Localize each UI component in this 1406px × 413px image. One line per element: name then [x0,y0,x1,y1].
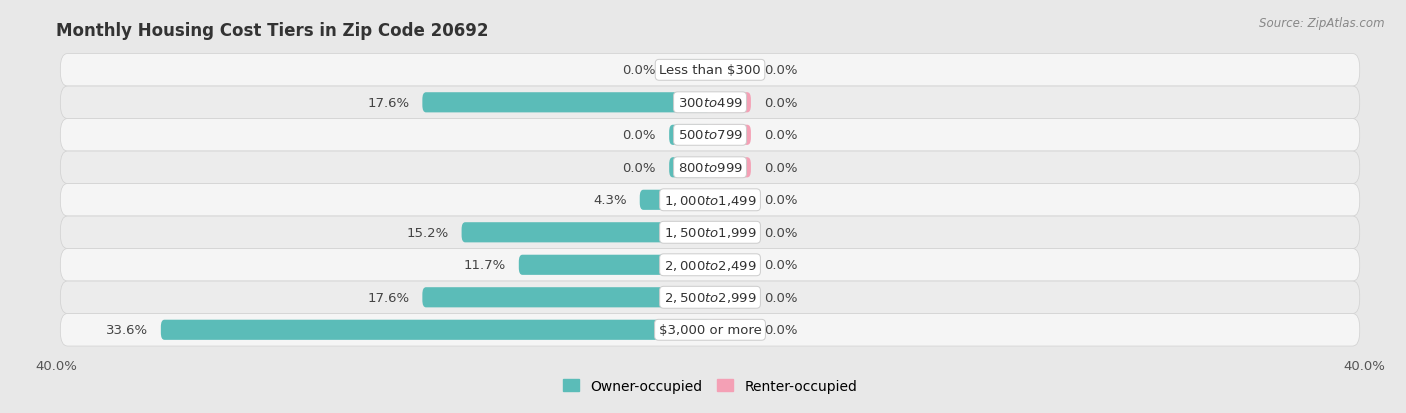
FancyBboxPatch shape [710,223,751,243]
FancyBboxPatch shape [60,87,1360,119]
Text: $2,500 to $2,999: $2,500 to $2,999 [664,291,756,304]
FancyBboxPatch shape [160,320,710,340]
Text: 15.2%: 15.2% [406,226,449,239]
Text: Source: ZipAtlas.com: Source: ZipAtlas.com [1260,17,1385,29]
FancyBboxPatch shape [60,55,1360,87]
Text: 0.0%: 0.0% [623,161,657,174]
Text: Monthly Housing Cost Tiers in Zip Code 20692: Monthly Housing Cost Tiers in Zip Code 2… [56,22,489,40]
FancyBboxPatch shape [60,314,1360,346]
FancyBboxPatch shape [640,190,710,210]
Text: $2,000 to $2,499: $2,000 to $2,499 [664,258,756,272]
Text: 0.0%: 0.0% [763,226,797,239]
FancyBboxPatch shape [710,190,751,210]
Text: $500 to $799: $500 to $799 [678,129,742,142]
Text: 4.3%: 4.3% [593,194,627,207]
Text: 11.7%: 11.7% [464,259,506,272]
Text: 0.0%: 0.0% [763,129,797,142]
Text: 0.0%: 0.0% [763,259,797,272]
FancyBboxPatch shape [710,287,751,308]
FancyBboxPatch shape [669,158,710,178]
Text: 33.6%: 33.6% [105,323,148,337]
FancyBboxPatch shape [60,281,1360,314]
FancyBboxPatch shape [710,61,751,81]
Text: $300 to $499: $300 to $499 [678,97,742,109]
FancyBboxPatch shape [422,287,710,308]
FancyBboxPatch shape [422,93,710,113]
FancyBboxPatch shape [669,61,710,81]
FancyBboxPatch shape [60,184,1360,216]
Text: $3,000 or more: $3,000 or more [658,323,762,337]
Text: 17.6%: 17.6% [367,291,409,304]
FancyBboxPatch shape [519,255,710,275]
Text: 0.0%: 0.0% [763,323,797,337]
FancyBboxPatch shape [461,223,710,243]
FancyBboxPatch shape [60,152,1360,184]
FancyBboxPatch shape [710,158,751,178]
FancyBboxPatch shape [60,249,1360,281]
Text: 0.0%: 0.0% [623,64,657,77]
FancyBboxPatch shape [710,126,751,145]
Text: 0.0%: 0.0% [763,64,797,77]
Text: 0.0%: 0.0% [763,291,797,304]
FancyBboxPatch shape [669,126,710,145]
Text: 0.0%: 0.0% [763,194,797,207]
Text: 0.0%: 0.0% [763,97,797,109]
Legend: Owner-occupied, Renter-occupied: Owner-occupied, Renter-occupied [557,373,863,399]
Text: $1,000 to $1,499: $1,000 to $1,499 [664,193,756,207]
Text: 0.0%: 0.0% [623,129,657,142]
FancyBboxPatch shape [60,119,1360,152]
Text: $800 to $999: $800 to $999 [678,161,742,174]
Text: $1,500 to $1,999: $1,500 to $1,999 [664,226,756,240]
Text: 17.6%: 17.6% [367,97,409,109]
Text: Less than $300: Less than $300 [659,64,761,77]
FancyBboxPatch shape [710,93,751,113]
FancyBboxPatch shape [60,216,1360,249]
FancyBboxPatch shape [710,320,751,340]
Text: 0.0%: 0.0% [763,161,797,174]
FancyBboxPatch shape [710,255,751,275]
